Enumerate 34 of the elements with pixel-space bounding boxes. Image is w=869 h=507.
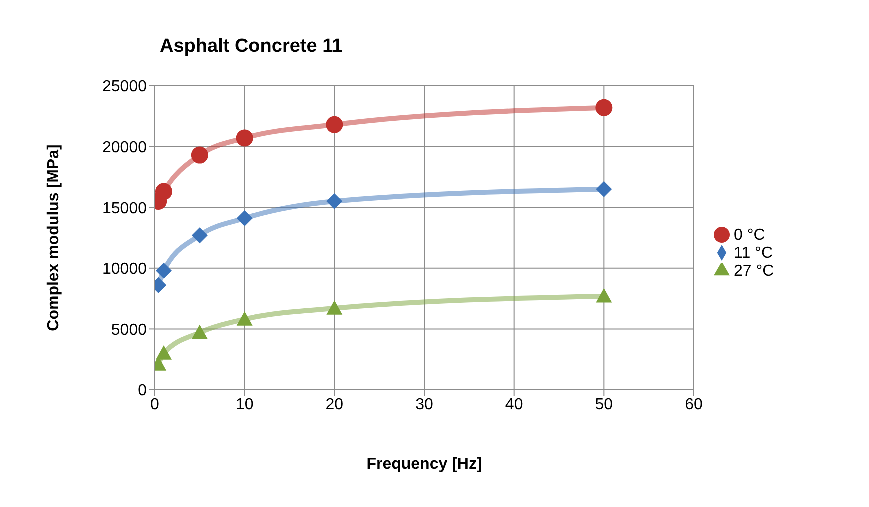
point [596,288,612,303]
legend-label: 0 °C [734,226,766,244]
point [326,300,343,315]
x-tick-label: 60 [685,396,703,414]
y-tick-label: 15000 [102,200,148,218]
y-axis-title: Complex modulus [MPa] [46,144,63,332]
x-tick-label: 10 [236,396,254,414]
point [155,183,172,200]
point [156,262,172,279]
x-tick-label: 20 [326,396,344,414]
legend-label: 11 °C [734,244,774,262]
point [192,228,208,244]
point [596,99,613,116]
point [156,346,172,360]
point [236,311,253,326]
x-axis-title: Frequency [Hz] [366,456,482,473]
x-tick-label: 50 [595,396,614,414]
x-tick-label: 0 [150,396,160,414]
point [236,210,253,227]
legend-label: 27 °C [734,262,774,280]
y-tick-label: 10000 [102,261,148,278]
point [596,181,612,198]
x-tick-label: 30 [416,396,434,414]
point [192,324,208,340]
y-tick-label: 5000 [111,322,148,339]
x-tick-label: 40 [505,396,524,414]
point [326,116,344,134]
y-tick-label: 0 [138,382,148,400]
chart-title: Asphalt Concrete 11 [160,36,343,58]
point [326,194,343,210]
point [236,130,254,147]
y-tick-label: 20000 [102,139,148,156]
point [191,146,208,164]
y-tick-label: 25000 [102,78,148,96]
